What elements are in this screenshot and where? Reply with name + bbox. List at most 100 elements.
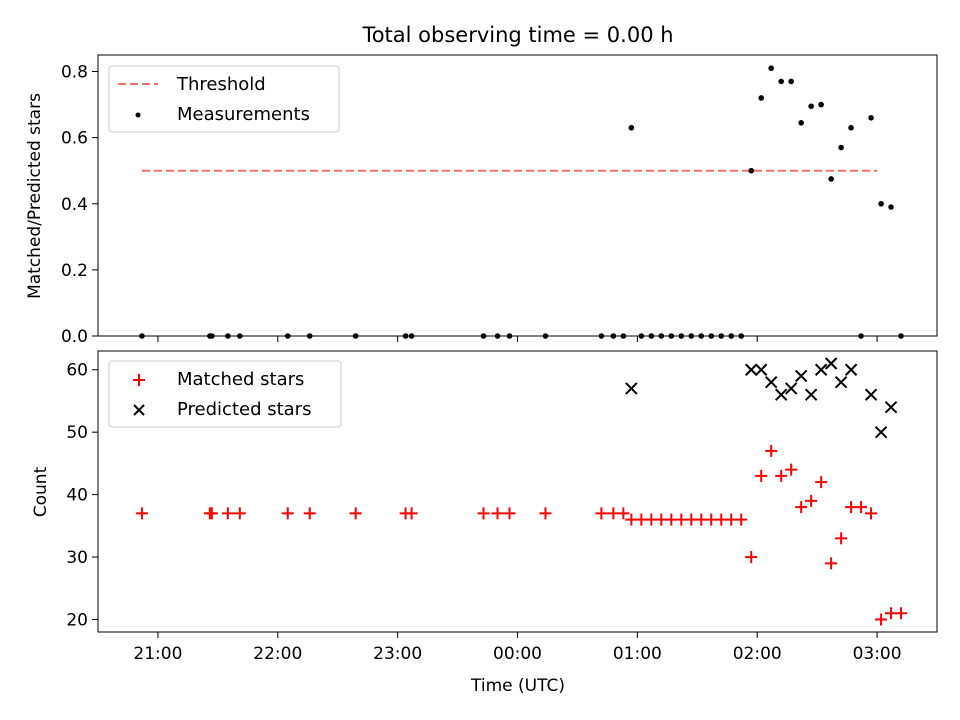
measurement-point <box>668 333 675 339</box>
y-tick-label: 30 <box>66 548 88 568</box>
predicted-star-point <box>625 382 638 395</box>
measurement-point <box>718 333 725 339</box>
predicted-star-point <box>745 363 758 376</box>
measurement-point <box>888 204 894 210</box>
y-tick-label: 0.6 <box>61 129 88 149</box>
measurement-point <box>738 333 745 339</box>
matched-star-point <box>221 507 234 520</box>
y-tick-label: 0.2 <box>61 261 88 281</box>
measurement-point <box>708 333 715 339</box>
predicted-star-point <box>755 363 768 376</box>
measurement-points <box>139 65 904 339</box>
top-legend-box <box>108 65 340 133</box>
measurement-point <box>858 333 864 339</box>
measurement-point <box>778 78 784 85</box>
measurement-point <box>748 167 755 174</box>
measurement-point <box>698 333 705 339</box>
measurement-point <box>494 333 501 339</box>
y-tick-label: 20 <box>66 611 88 631</box>
x-tick-label: 01:00 <box>613 644 662 664</box>
top-y-axis-label: Matched/Predicted stars <box>25 93 45 299</box>
predicted-star-point <box>824 357 838 370</box>
measurement-point <box>139 333 145 339</box>
count-points <box>135 357 908 626</box>
matched-star-point <box>405 507 418 520</box>
measurement-point <box>808 103 814 110</box>
matched-star-point <box>855 501 868 514</box>
legend-measurements-swatch <box>135 112 141 118</box>
measurement-point <box>598 333 605 339</box>
measurement-point <box>506 333 513 339</box>
measurement-point <box>628 124 635 131</box>
predicted-star-point <box>864 388 878 401</box>
predicted-star-point <box>784 382 798 395</box>
chart-title: Total observing time = 0.00 h <box>361 23 673 47</box>
matched-star-point <box>755 469 768 482</box>
y-tick-label: 50 <box>66 423 88 443</box>
matched-star-point <box>865 507 878 520</box>
matched-star-point <box>775 469 788 482</box>
matched-star-point <box>303 507 316 520</box>
measurement-point <box>408 333 415 339</box>
legend-matched-label: Matched stars <box>177 369 304 390</box>
matched-star-point <box>233 507 246 520</box>
legend-predicted-label: Predicted stars <box>177 399 311 420</box>
matched-star-point <box>745 551 758 564</box>
measurement-point <box>678 333 685 339</box>
matched-star-point <box>895 607 908 620</box>
x-tick-label: 22:00 <box>253 644 302 664</box>
matched-star-point <box>503 507 516 520</box>
measurement-point <box>768 65 774 72</box>
predicted-star-point <box>814 363 828 376</box>
matched-star-point <box>349 507 362 520</box>
matched-star-point <box>835 532 848 545</box>
top-x-ticks <box>157 336 878 342</box>
matched-star-point <box>875 613 888 626</box>
measurement-point <box>610 333 617 339</box>
measurement-point <box>237 333 243 339</box>
bottom-y-axis-label: Count <box>31 466 51 517</box>
predicted-star-point <box>874 425 888 439</box>
measurement-point <box>898 333 904 339</box>
y-tick-label: 40 <box>66 486 88 506</box>
matched-star-point <box>281 507 294 520</box>
measurement-point <box>284 333 291 339</box>
matched-star-point <box>205 507 218 520</box>
bottom-legend: Matched stars Predicted stars <box>108 360 342 428</box>
x-tick-label: 03:00 <box>853 644 902 664</box>
x-tick-label: 23:00 <box>373 644 422 664</box>
measurement-point <box>620 333 627 339</box>
predicted-star-point <box>884 400 898 414</box>
top-plot: 0.00.20.40.60.8 Matched/Predicted stars … <box>25 54 938 347</box>
legend-matched-swatch <box>133 374 145 386</box>
measurement-point <box>306 333 313 339</box>
measurement-point <box>848 124 854 131</box>
bottom-plot: 20 30 40 50 60 21:00 22:00 23:00 00:00 01:00 02:0… <box>31 350 938 696</box>
y-tick-label: 60 <box>66 361 88 381</box>
matched-star-point <box>477 507 490 520</box>
measurement-point <box>878 200 884 207</box>
predicted-star-point <box>764 376 778 389</box>
bottom-y-ticks: 20 30 40 50 60 <box>66 361 98 631</box>
matched-star-point <box>735 513 748 526</box>
legend-predicted-swatch <box>133 404 145 416</box>
x-tick-label: 02:00 <box>733 644 782 664</box>
predicted-star-point <box>834 376 848 389</box>
top-y-ticks: 0.0 0.2 0.4 0.6 0.8 <box>61 63 98 347</box>
matched-star-point <box>825 557 838 570</box>
matched-star-point <box>595 507 608 520</box>
predicted-star-point <box>804 388 818 401</box>
legend-threshold-label: Threshold <box>176 74 266 95</box>
legend-measurements-label: Measurements <box>177 104 310 125</box>
matched-star-point <box>805 494 818 507</box>
matched-star-point <box>135 507 148 520</box>
measurement-point <box>352 333 359 339</box>
measurement-point <box>838 144 844 151</box>
measurement-point <box>788 78 794 85</box>
measurement-point <box>480 333 487 339</box>
measurement-point <box>798 119 804 126</box>
measurement-point <box>688 333 695 339</box>
predicted-star-point <box>774 388 788 401</box>
